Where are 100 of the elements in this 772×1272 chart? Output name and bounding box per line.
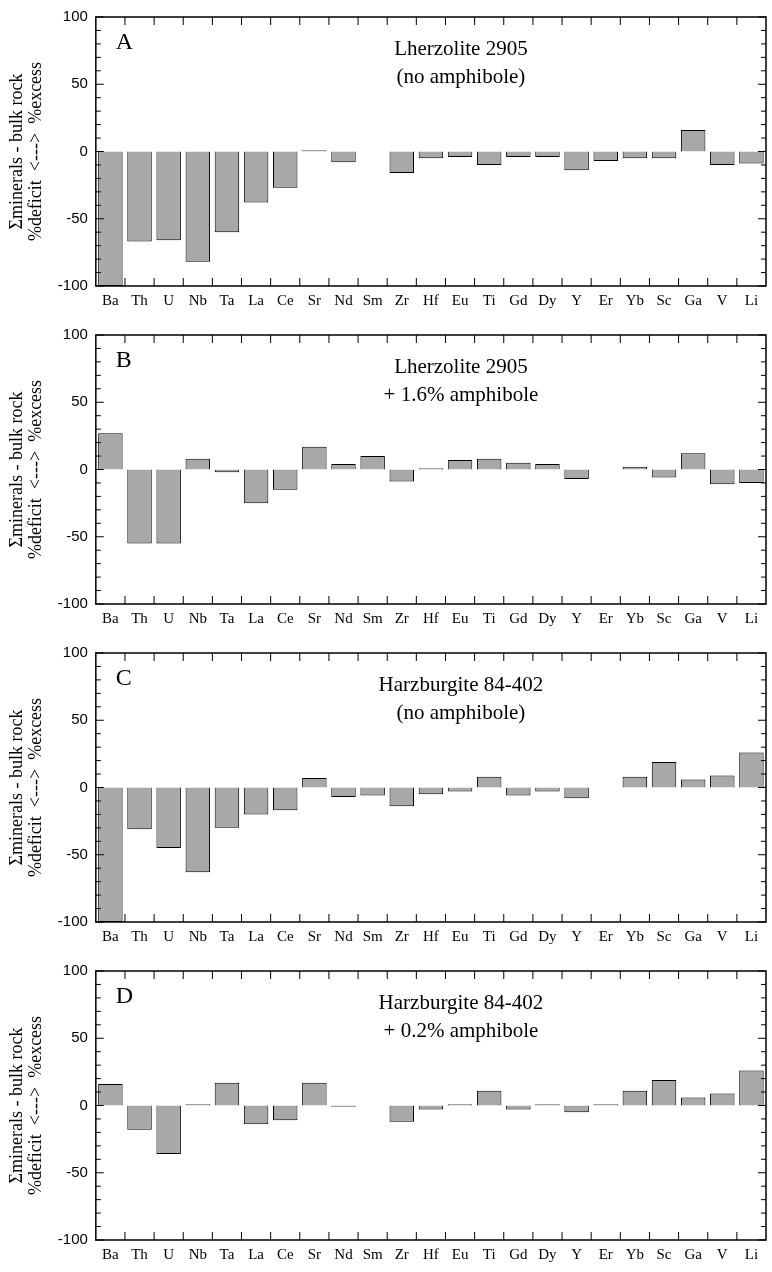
x-tick-label: Dy [538, 1245, 558, 1262]
text: Lherzolite 2905 [394, 354, 528, 379]
x-tick-label: Eu [451, 1245, 469, 1262]
x-tick-label: Hf [423, 609, 439, 626]
x-tick-label: Er [598, 927, 613, 944]
annotation: D [115, 982, 134, 1009]
x-tick-label: Eu [451, 609, 469, 626]
x-tick-label: Ba [102, 927, 120, 944]
x-tick-label: Dy [538, 291, 558, 308]
x-tick-label: Gd [509, 927, 528, 944]
x-tick-label: Th [131, 609, 149, 626]
annotation: A [115, 28, 134, 55]
y-tick-label: 50 [71, 710, 88, 728]
x-tick-label: Sc [656, 291, 672, 308]
x-tick-label: Nb [188, 291, 207, 308]
x-tick-label: U [163, 927, 175, 944]
y-tick-label: -100 [57, 1230, 88, 1248]
x-tick-label: Ce [276, 927, 294, 944]
text: (no amphibole) [396, 700, 526, 725]
x-tick-label: Ga [684, 291, 703, 308]
x-tick-label: Nb [188, 927, 207, 944]
x-tick-label: Er [598, 609, 613, 626]
y-axis-title: Σminerals - bulk rock %deficit <---> %excess [6, 1015, 46, 1196]
x-tick-label: Ce [276, 291, 294, 308]
x-tick-label: Ta [219, 927, 235, 944]
y-tick-label: -50 [66, 1162, 88, 1180]
x-tick-label: Hf [423, 1245, 439, 1262]
x-tick-label: U [163, 609, 175, 626]
x-tick-label: Li [744, 609, 759, 626]
x-tick-label: Ti [482, 609, 496, 626]
x-tick-label: Sm [362, 1245, 383, 1262]
text: Lherzolite 2905 [394, 36, 528, 61]
y-tick-label: -100 [57, 594, 88, 612]
y-tick-label: 0 [79, 459, 88, 477]
x-tick-label: Yb [625, 927, 645, 944]
x-tick-label: Gd [509, 291, 528, 308]
y-tick-label: -50 [66, 844, 88, 862]
annotation: C [115, 664, 132, 691]
y-tick-label: 100 [62, 325, 88, 343]
x-tick-label: Ce [276, 609, 294, 626]
x-tick-label: Sc [656, 927, 672, 944]
x-tick-label: Eu [451, 927, 469, 944]
x-tick-label: Li [744, 291, 759, 308]
x-tick-label: Ga [684, 609, 703, 626]
x-tick-label: Nb [188, 1245, 207, 1262]
x-tick-label: La [248, 1245, 265, 1262]
y-tick-label: 0 [79, 141, 88, 159]
y-axis-title: Σminerals - bulk rock %deficit <---> %excess [6, 697, 46, 878]
x-tick-label: Ta [219, 291, 235, 308]
x-tick-label: Nd [334, 1245, 354, 1262]
x-tick-label: Ta [219, 1245, 235, 1262]
x-tick-label: Ba [102, 1245, 120, 1262]
x-tick-label: Th [131, 927, 149, 944]
x-tick-label: Hf [423, 927, 439, 944]
x-tick-label: Sr [307, 609, 322, 626]
x-tick-label: Ga [684, 927, 703, 944]
text: + 1.6% amphibole [383, 382, 539, 407]
y-tick-label: 100 [62, 7, 88, 25]
x-tick-label: Yb [625, 291, 645, 308]
x-tick-label: Sc [656, 609, 672, 626]
x-tick-label: Yb [625, 609, 645, 626]
x-tick-label: Y [571, 1245, 583, 1262]
y-tick-label: 50 [71, 74, 88, 92]
x-tick-label: Y [571, 609, 583, 626]
x-tick-label: Sm [362, 927, 383, 944]
x-tick-label: Ga [684, 1245, 703, 1262]
x-tick-label: Er [598, 1245, 613, 1262]
x-tick-label: Ti [482, 927, 496, 944]
x-tick-label: Nd [334, 291, 354, 308]
y-tick-label: 100 [62, 643, 88, 661]
x-tick-label: Nd [334, 609, 354, 626]
y-tick-label: 0 [79, 777, 88, 795]
x-tick-label: V [716, 1245, 728, 1262]
x-tick-label: Ba [102, 609, 120, 626]
x-tick-label: Dy [538, 927, 558, 944]
y-axis-title: Σminerals - bulk rock %deficit <---> %excess [6, 61, 46, 242]
x-tick-label: Sm [362, 609, 383, 626]
text: Harzburgite 84-402 [378, 672, 544, 697]
y-tick-label: 50 [71, 1028, 88, 1046]
x-tick-label: La [248, 609, 265, 626]
y-tick-label: -50 [66, 526, 88, 544]
x-tick-label: Nd [334, 927, 354, 944]
y-tick-label: -50 [66, 208, 88, 226]
x-tick-label: Ba [102, 291, 120, 308]
x-tick-label: Zr [394, 609, 409, 626]
annotation: B [115, 346, 132, 373]
x-tick-label: La [248, 291, 265, 308]
x-tick-label: Y [571, 291, 583, 308]
y-tick-label: -100 [57, 912, 88, 930]
y-axis-title: Σminerals - bulk rock %deficit <---> %excess [6, 379, 46, 560]
x-tick-label: Sr [307, 927, 322, 944]
x-tick-label: V [716, 927, 728, 944]
x-tick-label: Gd [509, 609, 528, 626]
x-tick-label: Yb [625, 1245, 645, 1262]
x-tick-label: Sr [307, 1245, 322, 1262]
x-tick-label: Hf [423, 291, 439, 308]
text: Harzburgite 84-402 [378, 990, 544, 1015]
x-tick-label: Nb [188, 609, 207, 626]
y-tick-label: 50 [71, 392, 88, 410]
text: + 0.2% amphibole [383, 1018, 539, 1043]
